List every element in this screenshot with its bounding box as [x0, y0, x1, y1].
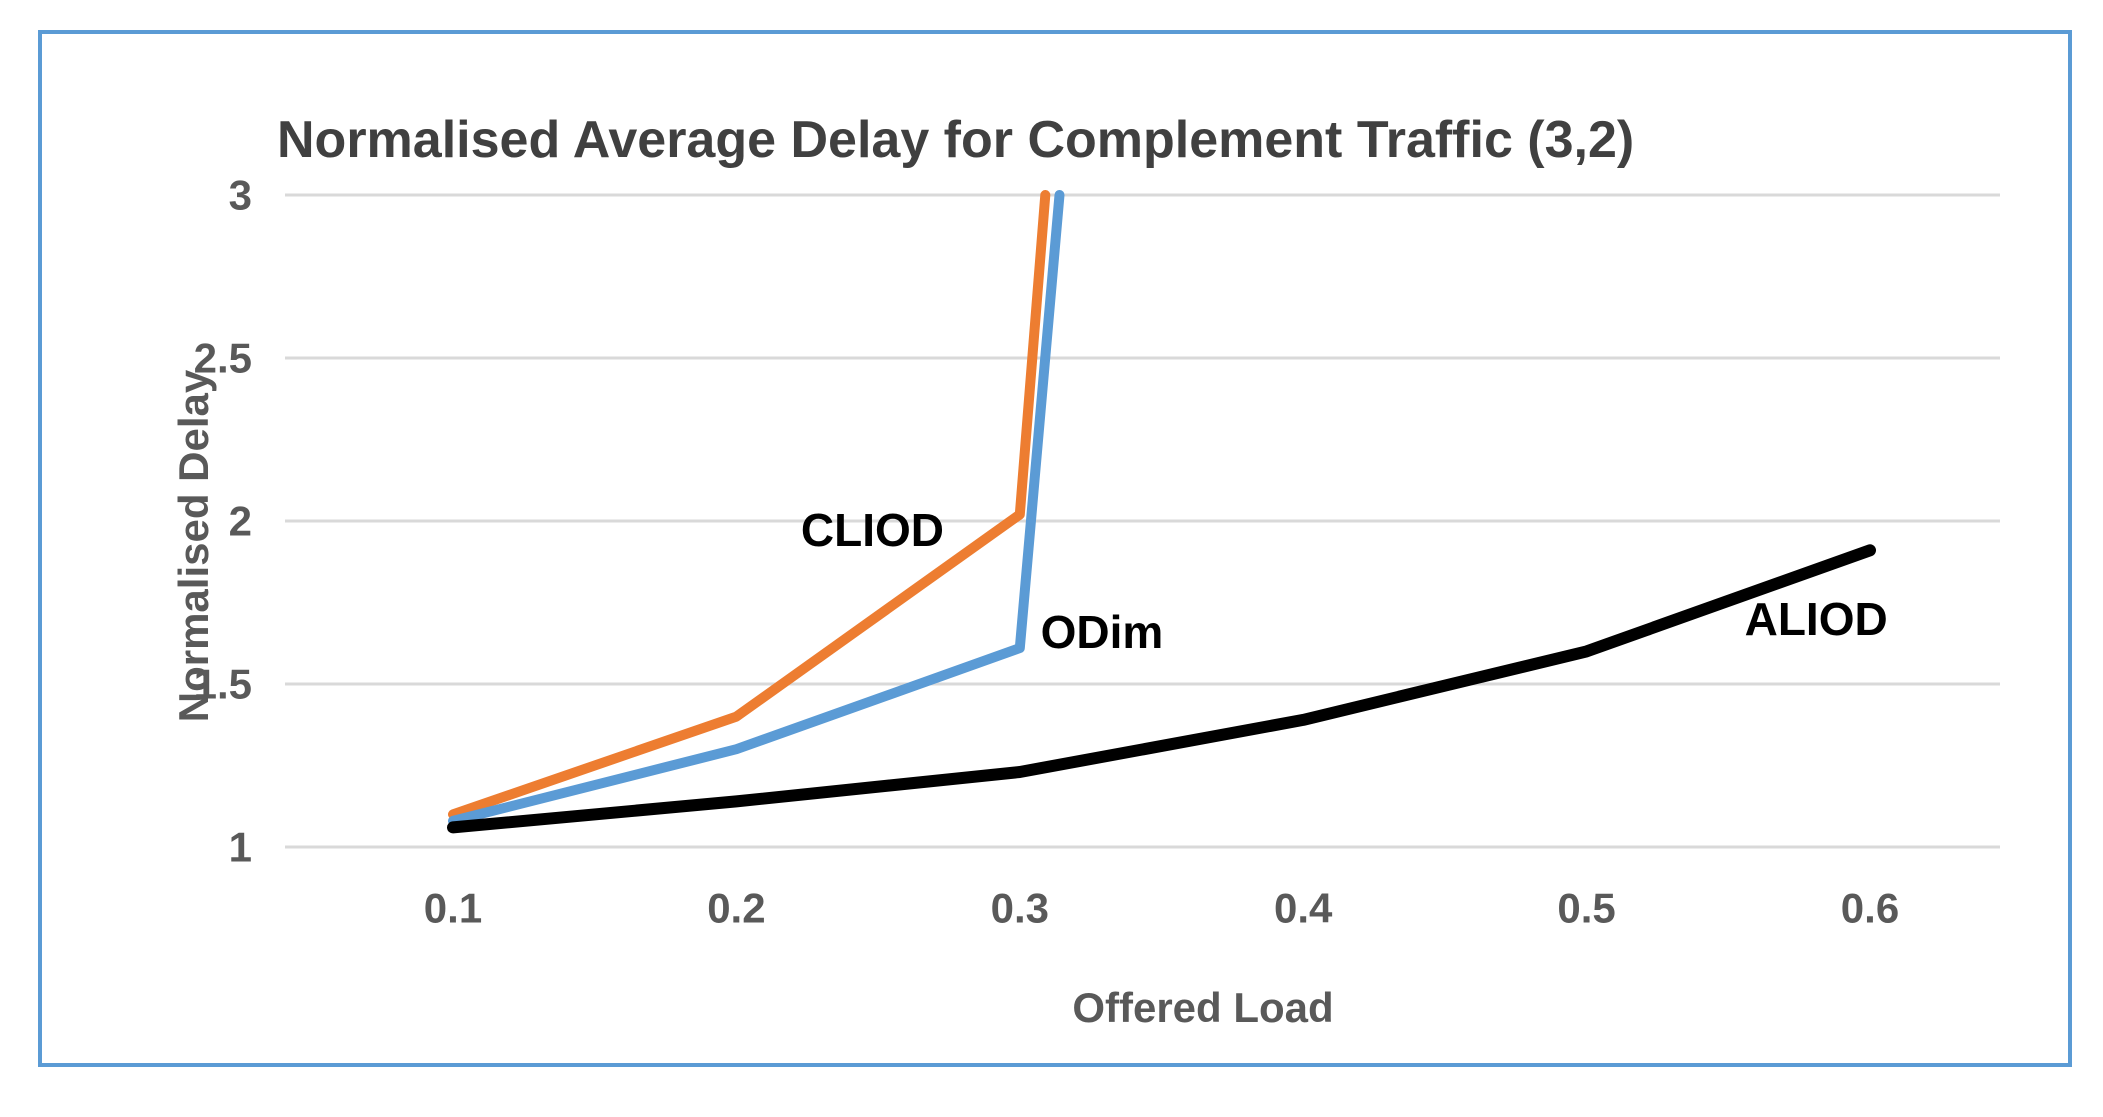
- x-tick-label-0.1: 0.1: [424, 885, 482, 932]
- series-line-CLIOD: [448, 190, 1051, 820]
- y-tick-label-2: 2: [229, 498, 252, 545]
- x-tick-label-0.3: 0.3: [991, 885, 1049, 932]
- x-tick-label-0.4: 0.4: [1274, 885, 1333, 932]
- x-axis-title: Offered Load: [1072, 984, 1334, 1031]
- chart-title: Normalised Average Delay for Complement …: [277, 111, 1635, 169]
- series-line-ALIOD: [447, 544, 1876, 834]
- y-tick-label-2.5: 2.5: [194, 335, 252, 382]
- y-tick-label-1.5: 1.5: [194, 661, 252, 708]
- x-tick-label-0.5: 0.5: [1557, 885, 1615, 932]
- series-label-ALIOD: ALIOD: [1745, 593, 1888, 645]
- x-tick-label-0.6: 0.6: [1841, 885, 1899, 932]
- y-tick-label-1: 1: [229, 824, 252, 871]
- series-label-ODim: ODim: [1041, 606, 1164, 658]
- x-tick-label-0.2: 0.2: [707, 885, 765, 932]
- series-label-CLIOD: CLIOD: [801, 504, 944, 556]
- y-tick-label-3: 3: [229, 172, 252, 219]
- series-line-ODim: [448, 190, 1065, 826]
